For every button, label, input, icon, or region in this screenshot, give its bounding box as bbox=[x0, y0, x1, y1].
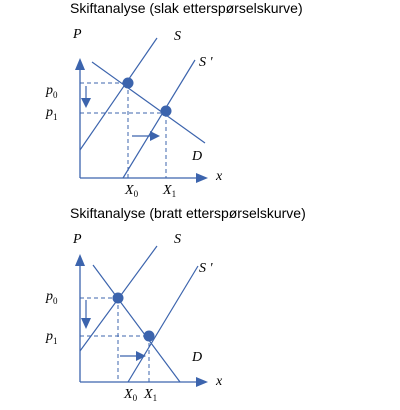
diagram-1-shifted-supply-label: S ' bbox=[199, 55, 214, 70]
diagram-2-demand-curve bbox=[92, 264, 181, 383]
diagram-2-supply-label: S bbox=[174, 232, 181, 247]
diagram-2-p0-label: p0 bbox=[45, 289, 58, 306]
diagram-2-x0-label: X0 bbox=[123, 387, 138, 403]
diagram-2-price-drop-arrowhead bbox=[81, 318, 91, 329]
diagram-1-p1-label: p1 bbox=[45, 105, 58, 122]
diagram-2-x-axis-arrow bbox=[196, 377, 208, 387]
diagram-2-x1-label: X1 bbox=[143, 387, 157, 403]
diagram-1-x1-label: X1 bbox=[162, 183, 176, 199]
diagram-1-y-axis-label: P bbox=[72, 27, 82, 42]
diagram-2-quantity-rise-arrowhead bbox=[136, 351, 146, 361]
diagram-2-p1-label: p1 bbox=[45, 329, 58, 346]
diagram-1-x-axis-label: x bbox=[215, 169, 223, 184]
diagram-2-x-axis-label: x bbox=[215, 374, 223, 389]
diagram-1-supply-curve bbox=[79, 37, 158, 151]
diagram-1-y-axis-arrow bbox=[75, 58, 85, 70]
diagram-1-shifted-supply-curve bbox=[122, 59, 196, 179]
diagram-1-x0-label: X0 bbox=[124, 183, 139, 199]
diagram-1-demand-label: D bbox=[191, 149, 202, 164]
diagram-2-initial-equilibrium bbox=[112, 292, 124, 304]
diagram-1-new-equilibrium bbox=[160, 105, 172, 117]
diagram-1-title: Skiftanalyse (slak etterspørselskurve) bbox=[70, 0, 303, 16]
diagram-2-y-axis-label: P bbox=[72, 232, 82, 247]
diagram-slack-demand: Skiftanalyse (slak etterspørselskurve) P… bbox=[45, 0, 303, 199]
diagram-1-supply-label: S bbox=[174, 29, 181, 44]
diagram-2-new-equilibrium bbox=[143, 330, 155, 342]
diagram-2-title: Skiftanalyse (bratt etterspørselskurve) bbox=[70, 205, 306, 221]
diagram-2-shifted-supply-curve bbox=[127, 265, 199, 383]
diagram-2-shifted-supply-label: S ' bbox=[199, 261, 214, 276]
diagram-1-quantity-rise-arrowhead bbox=[150, 131, 160, 141]
diagram-1-price-drop-arrowhead bbox=[81, 98, 91, 108]
diagram-steep-demand: Skiftanalyse (bratt etterspørselskurve) … bbox=[45, 205, 306, 403]
diagram-2-y-axis-arrow bbox=[75, 254, 85, 266]
diagram-2-demand-label: D bbox=[191, 350, 202, 365]
diagram-1-initial-equilibrium bbox=[122, 77, 134, 89]
diagram-1-x-axis-arrow bbox=[196, 173, 208, 183]
diagram-1-demand-curve bbox=[91, 61, 206, 144]
diagram-1-p0-label: p0 bbox=[45, 83, 58, 100]
